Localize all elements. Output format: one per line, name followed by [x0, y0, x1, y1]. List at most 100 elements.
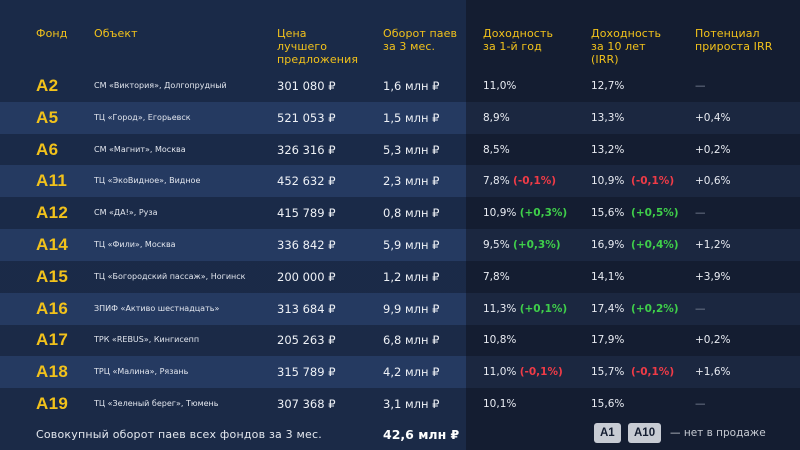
yield-10y: 17,9%	[591, 324, 624, 356]
object-name: СМ «ДА!», Руза	[94, 208, 158, 218]
legend-not-for-sale: — нет в продаже	[670, 427, 766, 439]
yield-10y-change: (+0,5%)	[631, 207, 679, 220]
fund-code: A12	[36, 203, 69, 223]
yield-1y-value: 11,0%	[483, 80, 517, 92]
table-row: A17 ТРК «REBUS», Кингисепп 205 263 ₽ 6,8 мл…	[0, 324, 800, 356]
yield-10y: 13,3%	[591, 102, 624, 134]
fund-code: A19	[36, 394, 69, 413]
object-name: СМ «Магнит», Москва	[94, 144, 186, 154]
fund-code: A18	[36, 362, 69, 382]
header-yield-10y: Доходность за 10 лет (IRR)	[591, 27, 662, 66]
yield-10y-change: (-0,1%)	[631, 175, 675, 188]
turnover: 9,9 млн ₽	[383, 301, 440, 316]
turnover: 3,1 млн ₽	[383, 397, 440, 411]
fund-code: A17	[36, 330, 69, 350]
fund-code: A16	[36, 298, 69, 318]
yield-1y-change: (-0,1%)	[513, 175, 557, 188]
turnover: 6,8 млн ₽	[383, 333, 440, 348]
yield-10y-value: 16,9%	[591, 239, 625, 251]
yield-10y-change: (+0,2%)	[631, 302, 679, 315]
yield-1y-change: (-0,1%)	[519, 366, 563, 379]
irr-potential: —	[695, 398, 706, 410]
fund-code: A15	[36, 266, 69, 286]
yield-10y-value: 13,2%	[591, 143, 625, 156]
table-row: A16 ЗПИФ «Активо шестнадцать» 313 684 ₽ 9,9…	[0, 292, 800, 325]
yield-1y: 10,9% (+0,3%)	[483, 197, 567, 229]
turnover: 1,2 млн ₽	[383, 269, 440, 284]
object-name: ТЦ «Фили», Москва	[94, 240, 176, 249]
table-row: A6 СМ «Магнит», Москва 326 316 ₽ 5,3 млн ₽ 8…	[0, 134, 800, 166]
row-stripe-left	[0, 101, 466, 134]
object-name: ТРЦ «Малина», Рязань	[94, 367, 189, 377]
yield-1y: 11,0% (-0,1%)	[483, 356, 563, 388]
yield-10y: 13,2%	[591, 134, 624, 166]
yield-1y-value: 10,9%	[483, 207, 517, 220]
table-row: A18 ТРЦ «Малина», Рязань 315 789 ₽ 4,2 млн …	[0, 356, 800, 389]
best-price: 307 368 ₽	[277, 397, 336, 411]
turnover: 2,3 млн ₽	[383, 174, 440, 189]
irr-potential: +1,2%	[695, 239, 731, 251]
footer-total-label: Совокупный оборот паев всех фондов за 3 …	[36, 428, 322, 441]
yield-10y-change: (-0,1%)	[631, 366, 675, 379]
table-row: A15 ТЦ «Богородский пассаж», Ногинск 200 0…	[0, 261, 800, 293]
fund-code: A5	[36, 107, 59, 127]
fund-code: A6	[36, 139, 59, 159]
best-price: 313 684 ₽	[277, 301, 336, 316]
yield-10y-value: 15,6%	[591, 207, 625, 220]
table-row: A2 СМ «Виктория», Долгопрудный 301 080 ₽ 1,…	[0, 70, 800, 102]
object-name: ТЦ «Богородский пассаж», Ногинск	[94, 271, 246, 281]
yield-10y: 16,9% (+0,4%)	[591, 229, 679, 261]
yield-1y: 7,8%	[483, 261, 510, 293]
yield-10y: 10,9% (-0,1%)	[591, 165, 674, 197]
yield-10y: 15,7% (-0,1%)	[591, 356, 674, 388]
row-stripe-right	[466, 165, 800, 198]
footer-total-value: 42,6 млн ₽	[383, 427, 460, 442]
badge-a10: A10	[628, 423, 662, 443]
header-object: Объект	[94, 27, 138, 40]
fund-code: A14	[36, 235, 69, 254]
irr-potential: +0,2%	[695, 143, 731, 156]
yield-1y: 8,5%	[483, 134, 510, 166]
fund-code: A2	[36, 76, 59, 95]
best-price: 326 316 ₽	[277, 142, 336, 157]
yield-1y-value: 7,8%	[483, 175, 510, 188]
irr-potential: —	[695, 302, 706, 315]
row-stripe-left	[0, 292, 466, 325]
yield-1y: 7,8% (-0,1%)	[483, 165, 556, 197]
turnover: 5,9 млн ₽	[383, 238, 440, 252]
turnover: 0,8 млн ₽	[383, 206, 440, 221]
row-stripe-left	[0, 229, 466, 261]
irr-potential: +0,4%	[695, 111, 731, 124]
turnover: 4,2 млн ₽	[383, 365, 440, 380]
table-row: A19 ТЦ «Зеленый берег», Тюмень 307 368 ₽ 3,…	[0, 388, 800, 420]
yield-10y-value: 15,6%	[591, 398, 625, 410]
yield-1y: 10,8%	[483, 324, 516, 356]
table-row: A12 СМ «ДА!», Руза 415 789 ₽ 0,8 млн ₽ 10,9%…	[0, 197, 800, 229]
best-price: 205 263 ₽	[277, 333, 336, 348]
best-price: 336 842 ₽	[277, 238, 336, 252]
best-price: 521 053 ₽	[277, 110, 336, 125]
irr-potential: +1,6%	[695, 366, 731, 379]
yield-10y: 17,4% (+0,2%)	[591, 293, 679, 325]
yield-1y: 9,5% (+0,3%)	[483, 229, 561, 261]
yield-10y-value: 17,9%	[591, 334, 625, 347]
best-price: 315 789 ₽	[277, 365, 336, 380]
object-name: СМ «Виктория», Долгопрудный	[94, 81, 227, 90]
row-stripe-right	[466, 101, 800, 134]
yield-1y-value: 11,3%	[483, 302, 517, 315]
yield-1y-change: (+0,3%)	[513, 239, 561, 251]
turnover: 1,6 млн ₽	[383, 79, 440, 93]
irr-potential: +0,6%	[695, 175, 731, 188]
best-price: 301 080 ₽	[277, 79, 336, 93]
header-yield-1y: Доходность за 1-й год	[483, 27, 554, 53]
fund-code: A11	[36, 171, 68, 191]
best-price: 200 000 ₽	[277, 269, 336, 284]
yield-10y-value: 14,1%	[591, 270, 625, 283]
irr-potential: —	[695, 80, 706, 92]
irr-potential: +0,2%	[695, 334, 731, 347]
yield-10y-value: 15,7%	[591, 366, 625, 379]
table-row: A11 ТЦ «ЭкоВидное», Видное 452 632 ₽ 2,3 мл…	[0, 165, 800, 198]
yield-10y: 14,1%	[591, 261, 624, 293]
row-stripe-left	[0, 165, 466, 198]
yield-1y: 10,1%	[483, 388, 516, 420]
